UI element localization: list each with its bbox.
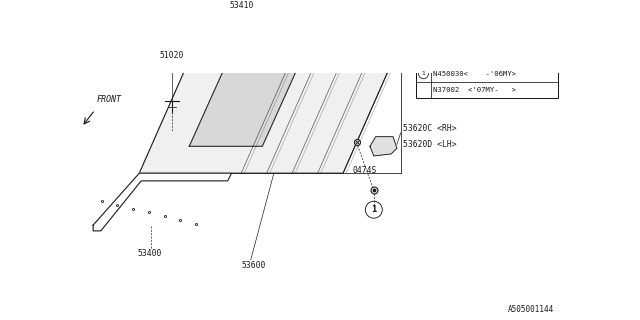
Text: 53620D <LH>: 53620D <LH>: [403, 140, 456, 149]
Text: 53410: 53410: [230, 1, 254, 10]
Polygon shape: [189, 69, 297, 146]
Text: 51020: 51020: [160, 51, 184, 60]
Text: 1: 1: [371, 205, 376, 214]
Text: 0474S: 0474S: [353, 166, 377, 175]
Text: 1: 1: [422, 71, 426, 76]
Polygon shape: [370, 137, 397, 156]
Text: A505001144: A505001144: [508, 305, 554, 314]
Text: FRONT: FRONT: [97, 95, 122, 104]
Bar: [416, 66, 558, 98]
Text: N37002  <'07MY-   >: N37002 <'07MY- >: [433, 87, 516, 93]
Polygon shape: [197, 25, 408, 43]
Text: 53620C <RH>: 53620C <RH>: [403, 124, 456, 133]
Text: 53600: 53600: [241, 261, 266, 270]
Polygon shape: [93, 173, 232, 231]
Polygon shape: [140, 43, 401, 173]
Text: 53400: 53400: [138, 249, 162, 258]
Text: N450030<    -'06MY>: N450030< -'06MY>: [433, 71, 516, 77]
